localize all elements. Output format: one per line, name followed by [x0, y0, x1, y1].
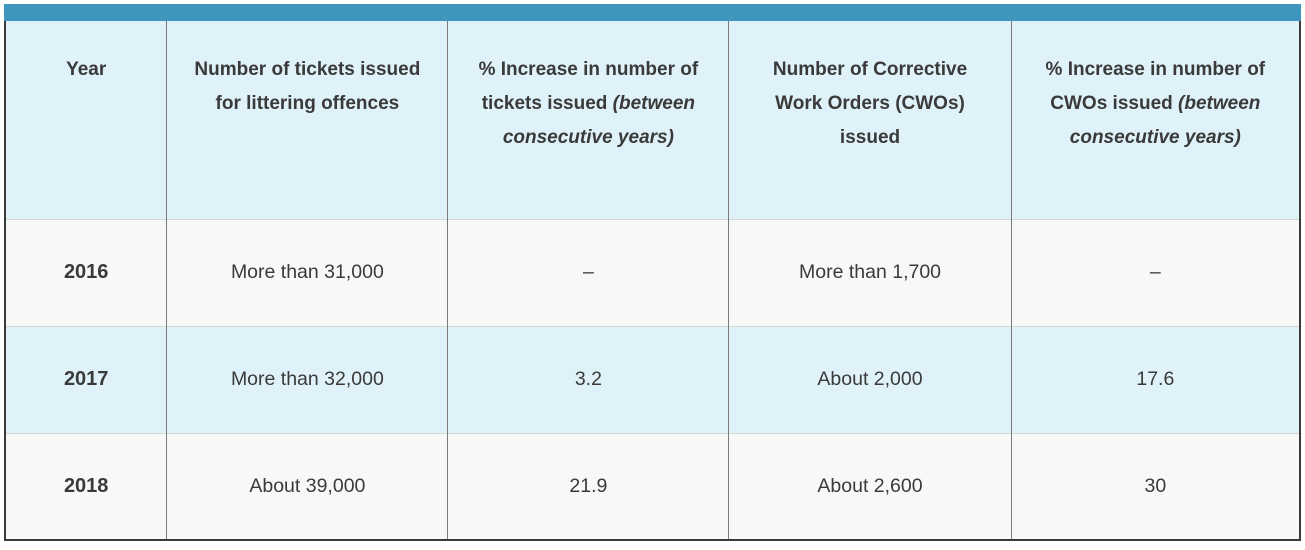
col-header-cwos-increase: % Increase in number of CWOs issued (bet… [1010, 21, 1300, 219]
cell-year: 2018 [5, 432, 167, 540]
cell-cwos-increase: 30 [1010, 432, 1300, 540]
col-header-tickets: Number of tickets issued for littering o… [166, 21, 448, 219]
col-header-label: % Increase in number of tickets issued [478, 59, 699, 114]
cell-cwos: About 2,600 [728, 432, 1012, 540]
cell-tickets-increase: 21.9 [447, 432, 729, 540]
col-header-label: Year [66, 59, 107, 80]
cell-tickets-increase: 3.2 [447, 325, 729, 433]
table-row-2017: 2017 More than 32,000 3.2 About 2,000 17… [5, 325, 1300, 433]
table-header: Year Number of tickets issued for litter… [5, 21, 1300, 219]
cell-tickets: More than 31,000 [166, 218, 448, 326]
col-header-note: (between consecutive years) [1069, 92, 1261, 148]
col-header-note: (between consecutive years) [502, 92, 696, 148]
cell-cwos-increase: 17.6 [1010, 325, 1300, 433]
cell-year: 2017 [5, 325, 167, 433]
col-header-tickets-increase: % Increase in number of tickets issued (… [447, 21, 729, 219]
cell-cwos: About 2,000 [728, 325, 1012, 433]
table-top-accent-bar [4, 4, 1301, 21]
table-row-2018: 2018 About 39,000 21.9 About 2,600 30 [5, 432, 1300, 540]
col-header-year: Year [5, 21, 167, 219]
table-row-2016: 2016 More than 31,000 – More than 1,700 … [5, 218, 1300, 326]
cell-cwos-increase: – [1010, 218, 1300, 326]
col-header-label: Number of Corrective Work Orders (CWOs) … [772, 59, 968, 148]
cell-year: 2016 [5, 218, 167, 326]
cell-tickets: More than 32,000 [166, 325, 448, 433]
col-header-label: % Increase in number of CWOs issued [1045, 59, 1266, 114]
table-body: 2016 More than 31,000 – More than 1,700 … [5, 218, 1300, 540]
cell-tickets-increase: – [447, 218, 729, 326]
littering-statistics-table: Year Number of tickets issued for litter… [4, 21, 1301, 541]
cell-cwos: More than 1,700 [728, 218, 1012, 326]
col-header-label: Number of tickets issued for littering o… [194, 59, 421, 114]
statistics-table-card: Year Number of tickets issued for litter… [4, 4, 1301, 541]
col-header-cwos: Number of Corrective Work Orders (CWOs) … [728, 21, 1012, 219]
header-row: Year Number of tickets issued for litter… [5, 21, 1300, 219]
cell-tickets: About 39,000 [166, 432, 448, 540]
